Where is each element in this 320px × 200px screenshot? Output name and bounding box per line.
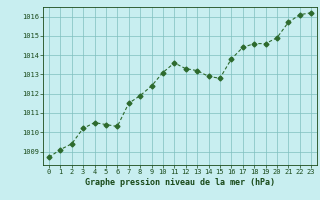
X-axis label: Graphe pression niveau de la mer (hPa): Graphe pression niveau de la mer (hPa) (85, 178, 275, 187)
